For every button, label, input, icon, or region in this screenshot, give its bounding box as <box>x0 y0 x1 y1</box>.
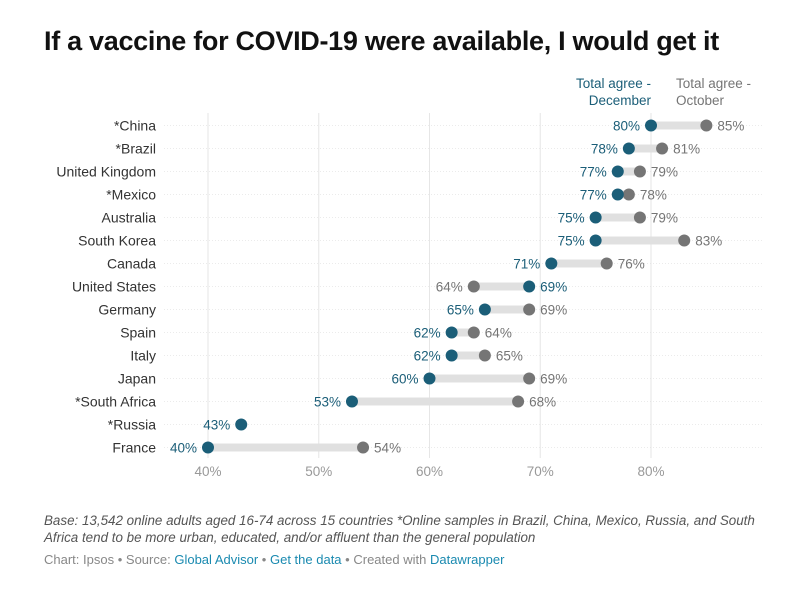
december-dot <box>345 395 358 408</box>
country-label: *South Africa <box>75 394 156 410</box>
october-dot <box>700 119 713 132</box>
country-label: Australia <box>102 210 157 226</box>
x-tick-label: 80% <box>637 464 664 479</box>
x-tick-label: 60% <box>416 464 443 479</box>
october-value-label: 76% <box>618 257 645 272</box>
december-value-label: 62% <box>414 326 441 341</box>
october-value-label: 79% <box>651 165 678 180</box>
october-dot <box>678 234 691 247</box>
source-prefix: Source: <box>125 552 171 567</box>
country-label: Canada <box>107 256 156 272</box>
december-dot <box>445 349 458 362</box>
december-dot <box>611 165 624 178</box>
source-link[interactable]: Global Advisor <box>174 552 259 567</box>
october-value-label: 54% <box>374 441 401 456</box>
october-dot <box>633 211 646 224</box>
december-dot <box>423 372 436 385</box>
december-value-label: 75% <box>558 234 585 249</box>
legend-october: Total agree - <box>676 76 751 91</box>
october-value-label: 85% <box>717 119 744 134</box>
december-value-label: 75% <box>558 211 585 226</box>
december-dot <box>202 441 214 454</box>
december-dot <box>478 303 491 316</box>
october-dot <box>467 280 480 293</box>
country-label: United Kingdom <box>56 164 156 180</box>
october-dot <box>523 372 536 385</box>
country-label: *China <box>114 118 156 134</box>
october-dot <box>633 165 646 178</box>
october-dot <box>600 257 613 270</box>
october-value-label: 83% <box>695 234 722 249</box>
october-value-label: 69% <box>540 303 567 318</box>
get-data-link[interactable]: Get the data <box>269 552 342 567</box>
chart-title: If a vaccine for COVID-19 were available… <box>44 26 719 56</box>
december-value-label: 78% <box>591 142 618 157</box>
x-tick-label: 50% <box>305 464 332 479</box>
separator: • <box>261 552 267 567</box>
created-prefix: Created with <box>353 552 427 567</box>
october-value-label: 81% <box>673 142 700 157</box>
december-dot <box>622 142 635 155</box>
october-value-label: 79% <box>651 211 678 226</box>
country-label: United States <box>72 279 156 295</box>
december-value-label: 65% <box>447 303 474 318</box>
october-dot <box>478 349 491 362</box>
december-dot <box>611 188 624 201</box>
december-value-label: 43% <box>203 418 230 433</box>
country-label: *Brazil <box>116 141 156 157</box>
country-label: France <box>112 440 156 456</box>
country-label: Japan <box>118 371 156 387</box>
dot-plot-chart: 40% 50% 60% 70% 80% Total agree - December Tota… <box>56 76 762 479</box>
december-value-label: 62% <box>414 349 441 364</box>
legend-december: December <box>589 93 652 108</box>
december-value-label: 77% <box>580 188 607 203</box>
december-value-label: 53% <box>314 395 341 410</box>
december-value-label: 40% <box>170 441 197 456</box>
country-label: South Korea <box>78 233 156 249</box>
separator: • <box>117 552 123 567</box>
october-dot <box>357 441 370 454</box>
december-value-label: 77% <box>580 165 607 180</box>
october-value-label: 65% <box>496 349 523 364</box>
country-label: Italy <box>130 348 156 364</box>
december-dot <box>545 257 558 270</box>
december-value-label: 80% <box>613 119 640 134</box>
december-dot <box>589 234 602 247</box>
december-value-label: 60% <box>391 372 418 387</box>
december-dot <box>235 418 248 431</box>
october-dot <box>622 188 635 201</box>
october-value-label: 68% <box>529 395 556 410</box>
x-tick-label: 70% <box>527 464 554 479</box>
footnote: Base: 13,542 online adults aged 16-74 ac… <box>44 513 755 545</box>
october-value-label: 64% <box>436 280 463 295</box>
october-dot <box>467 326 480 339</box>
december-dot <box>445 326 458 339</box>
october-value-label: 78% <box>640 188 667 203</box>
datawrapper-link[interactable]: Datawrapper <box>429 552 505 567</box>
country-label: *Mexico <box>106 187 156 203</box>
chart-credit: Chart: Ipsos <box>44 552 115 567</box>
x-tick-label: 40% <box>194 464 221 479</box>
legend-october: October <box>676 93 725 108</box>
separator: • <box>345 552 350 567</box>
country-label: *Russia <box>108 417 156 433</box>
october-value-label: 64% <box>485 326 512 341</box>
december-value-label: 71% <box>513 257 540 272</box>
december-value-label: 69% <box>540 280 567 295</box>
country-label: Germany <box>98 302 156 318</box>
october-dot <box>656 142 669 155</box>
october-value-label: 69% <box>540 372 567 387</box>
credits-line: Chart: Ipsos • Source: Global Advisor • … <box>44 552 504 567</box>
october-dot <box>512 395 525 408</box>
country-label: Spain <box>120 325 156 341</box>
december-dot <box>589 211 602 224</box>
december-dot <box>645 119 657 132</box>
legend-december: Total agree - <box>576 76 651 91</box>
october-dot <box>523 303 536 316</box>
december-dot <box>523 280 536 293</box>
